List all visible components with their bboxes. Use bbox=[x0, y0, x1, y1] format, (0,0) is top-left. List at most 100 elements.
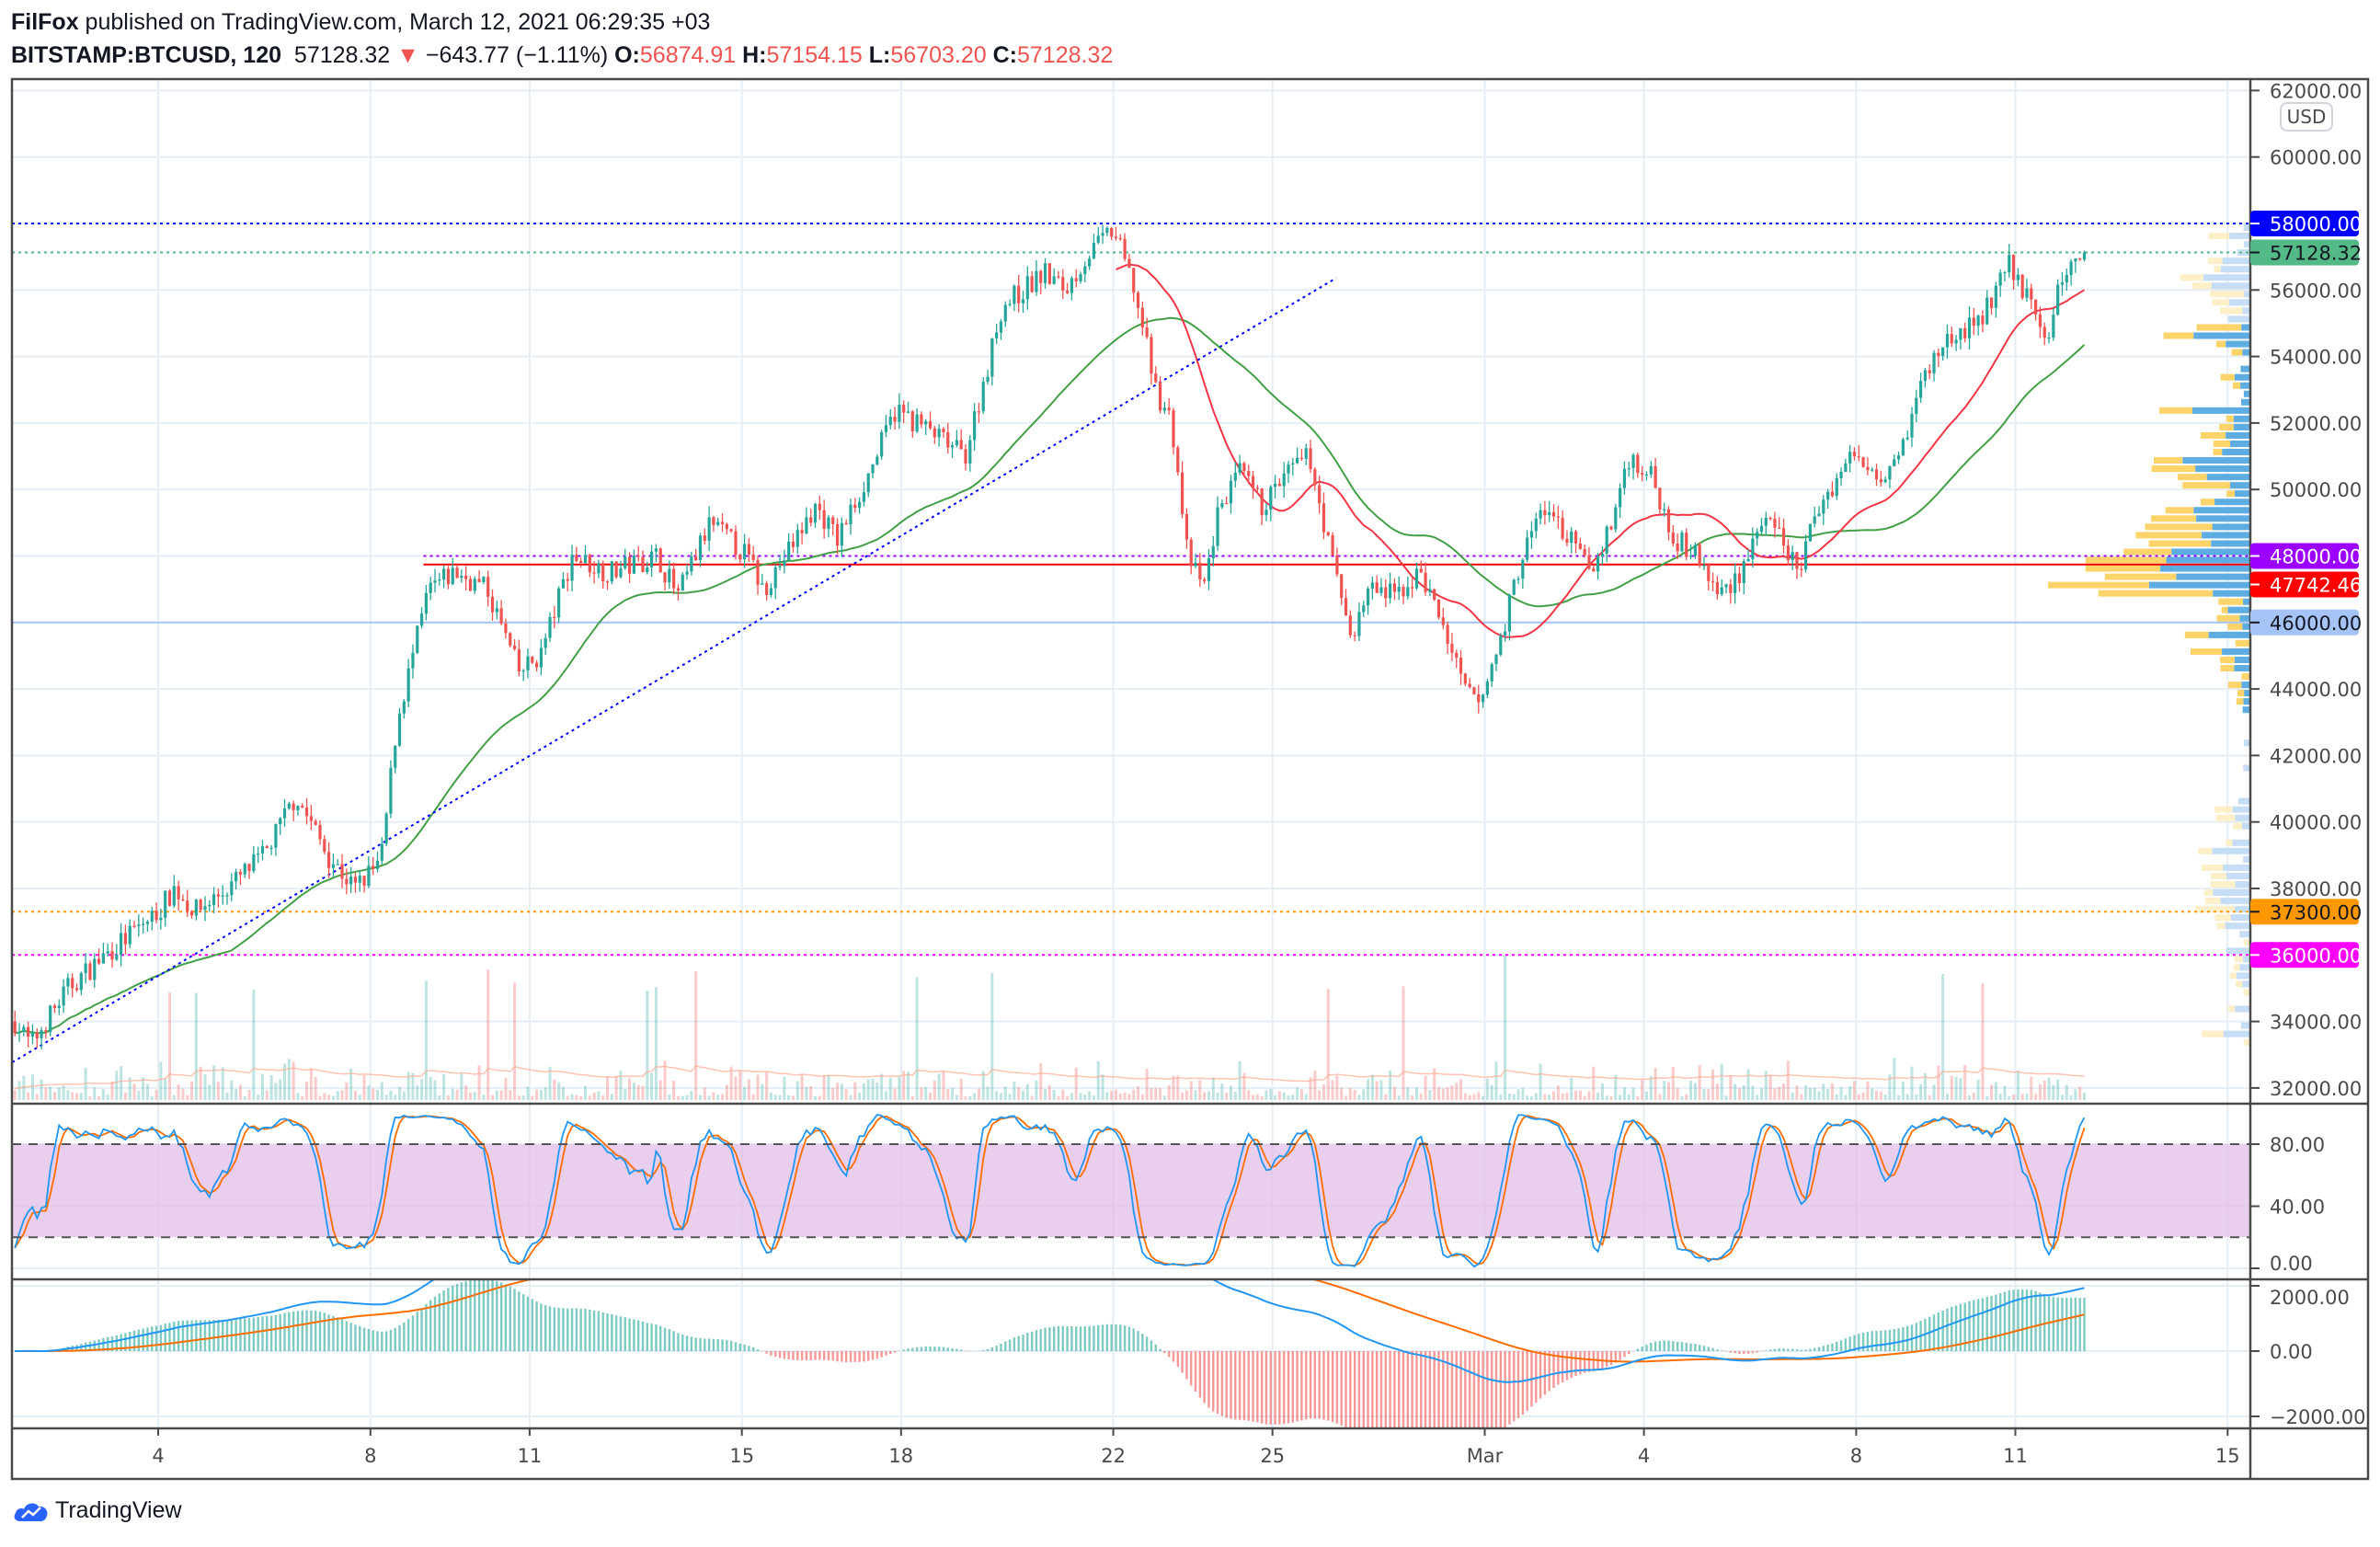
candle-body bbox=[641, 556, 645, 573]
macd-histogram-bar bbox=[1844, 1338, 1848, 1351]
volume-bar bbox=[1485, 1078, 1489, 1100]
macd-histogram-bar bbox=[770, 1351, 772, 1356]
profile-down-bar bbox=[2226, 415, 2234, 422]
macd-histogram-bar bbox=[1048, 1327, 1051, 1351]
macd-histogram-bar bbox=[2069, 1297, 2073, 1351]
macd-histogram-bar bbox=[345, 1321, 349, 1351]
candle-body bbox=[451, 567, 454, 585]
volume-bar bbox=[743, 1086, 747, 1100]
tradingview-logo[interactable]: TradingView bbox=[13, 1497, 182, 1524]
open-value: 56874.91 bbox=[639, 42, 737, 68]
candle-body bbox=[230, 881, 234, 896]
candle-body bbox=[1335, 555, 1339, 575]
macd-histogram-bar bbox=[1905, 1325, 1909, 1351]
candle-body bbox=[1499, 635, 1503, 655]
publish-line: FilFox published on TradingView.com, Mar… bbox=[11, 6, 1113, 39]
candle-body bbox=[1441, 617, 1445, 625]
stoch-k-line bbox=[14, 1114, 2086, 1268]
macd-histogram-bar bbox=[1163, 1351, 1166, 1354]
candle-body bbox=[933, 428, 936, 438]
horizontal-levels[interactable] bbox=[12, 223, 2250, 957]
macd-histogram-bar bbox=[124, 1333, 127, 1351]
price-tag bbox=[2250, 543, 2359, 569]
candle-body bbox=[62, 986, 65, 1006]
macd-histogram-bar bbox=[2043, 1294, 2046, 1351]
candle-body bbox=[1127, 258, 1131, 269]
profile-up-bar bbox=[2243, 855, 2250, 863]
volume-bar bbox=[1118, 1093, 1122, 1100]
candle-body bbox=[1844, 463, 1848, 473]
candle-body bbox=[703, 535, 706, 541]
candle-body bbox=[309, 816, 313, 821]
macd-histogram-bar bbox=[1587, 1351, 1591, 1372]
macd-histogram-bar bbox=[646, 1323, 649, 1351]
macd-histogram-bar bbox=[597, 1311, 601, 1351]
profile-up-bar bbox=[2212, 847, 2250, 854]
macd-histogram-bar bbox=[1137, 1331, 1139, 1351]
macd-histogram-bar bbox=[199, 1320, 202, 1351]
candle-body bbox=[97, 958, 101, 964]
candle-body bbox=[115, 954, 119, 960]
candle-body bbox=[1556, 516, 1560, 518]
macd-histogram-bar bbox=[1504, 1351, 1506, 1427]
candle-body bbox=[358, 876, 361, 883]
profile-up-bar bbox=[2239, 614, 2250, 622]
price-tag bbox=[2250, 609, 2359, 636]
candle-body bbox=[1724, 584, 1728, 588]
macd-histogram-bar bbox=[818, 1351, 821, 1360]
volume-bar bbox=[1367, 1079, 1370, 1100]
candle-body bbox=[1277, 483, 1281, 487]
macd-histogram-bar bbox=[778, 1351, 782, 1358]
candle-body bbox=[406, 668, 410, 702]
macd-histogram-bar bbox=[893, 1351, 897, 1353]
candle-body bbox=[252, 854, 256, 872]
candle-body bbox=[1778, 527, 1781, 529]
macd-histogram-bar bbox=[1450, 1351, 1454, 1428]
candle-body bbox=[1600, 553, 1605, 556]
macd-histogram-bar bbox=[1212, 1351, 1215, 1412]
candle-body bbox=[720, 521, 725, 524]
volume-bar bbox=[1159, 1088, 1162, 1100]
candle-body bbox=[1043, 263, 1047, 283]
macd-histogram-bar bbox=[177, 1321, 180, 1351]
candle-body bbox=[1251, 476, 1255, 488]
macd-histogram-bar bbox=[655, 1324, 658, 1351]
candle-body bbox=[977, 411, 981, 413]
macd-histogram-bar bbox=[986, 1348, 990, 1351]
volume-bar bbox=[539, 1090, 543, 1100]
candle-body bbox=[1963, 327, 1967, 338]
currency-badge[interactable]: USD bbox=[2280, 102, 2333, 132]
volume-bar bbox=[1636, 1095, 1640, 1100]
volume-bar bbox=[353, 1090, 357, 1100]
candle-body bbox=[1861, 457, 1865, 467]
volume-bar bbox=[252, 990, 256, 1100]
macd-histogram-bar bbox=[1871, 1331, 1873, 1351]
candle-body bbox=[672, 568, 676, 589]
author-name[interactable]: FilFox bbox=[11, 9, 79, 35]
macd-histogram-bar bbox=[411, 1315, 415, 1351]
macd-histogram-bar bbox=[836, 1351, 839, 1362]
macd-histogram-bar bbox=[1150, 1340, 1153, 1351]
macd-histogram-bar bbox=[323, 1312, 326, 1351]
macd-histogram-bar bbox=[929, 1346, 932, 1351]
macd-histogram-bar bbox=[1313, 1351, 1317, 1419]
macd-histogram-bar bbox=[332, 1315, 335, 1351]
candle-body bbox=[1096, 235, 1100, 243]
candle-body bbox=[1189, 539, 1193, 567]
candle-body bbox=[2056, 284, 2060, 315]
profile-up-bar bbox=[2229, 482, 2250, 489]
volume-bar bbox=[1025, 1083, 1029, 1100]
macd-histogram-bar bbox=[1998, 1292, 2002, 1351]
profile-down-bar bbox=[2232, 382, 2241, 389]
candle-body bbox=[1685, 533, 1688, 557]
candle-body bbox=[79, 973, 83, 991]
volume-bar bbox=[566, 1095, 569, 1100]
candle-body bbox=[123, 933, 128, 945]
candle-body bbox=[690, 556, 693, 572]
volume-bar bbox=[795, 1081, 799, 1100]
macd-histogram-bar bbox=[783, 1351, 786, 1359]
macd-histogram-bar bbox=[1743, 1351, 1745, 1355]
candle-body bbox=[1035, 270, 1038, 292]
candle-body bbox=[937, 429, 941, 438]
